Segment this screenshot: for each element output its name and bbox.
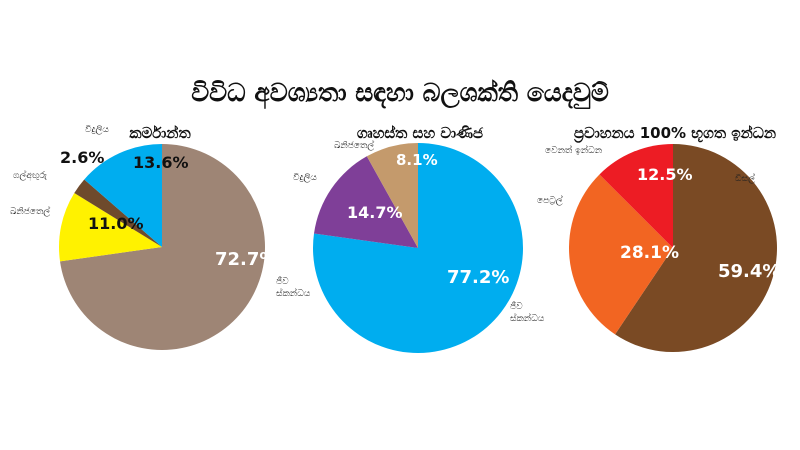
slice-value-label: 8.1% (396, 151, 438, 169)
pie-slice (568, 174, 673, 335)
slice-category-label: ගල්අඟුරු (13, 170, 47, 181)
pie-slice (84, 144, 162, 247)
slice-category-label: විදුලිය (293, 172, 317, 183)
slice-value-label: 2.6% (60, 148, 104, 167)
slice-value-label: 12.5% (637, 165, 693, 184)
slice-category-label: ජීව ස්කන්ධය (510, 301, 545, 324)
slice-value-label: 13.6% (133, 153, 189, 172)
pie-slice (615, 144, 777, 352)
slice-value-label: 14.7% (347, 203, 403, 222)
slice-category-label: පෙට්‍රල් (537, 195, 563, 206)
slice-category-label: වෙනත් ඉන්ධන (545, 145, 602, 156)
pie-chart-transport: 59.4% 28.1% 12.5% ඩීසල් පෙට්‍රල් වෙනත් ඉන්ධන (537, 144, 780, 352)
pie-chart-industry: 72.7% 11.0% 2.6% 13.6% ජීව ස්කන්ධය ඛනිජතෙල් ගල්… (10, 124, 311, 351)
chart-title-industry: කර්මාන්ත (129, 124, 191, 142)
chart-title-household-commercial: ගෘහස්ත සහ වාණිජ (356, 124, 484, 142)
slice-category-label: ඩීසල් (735, 173, 755, 184)
pie-slice (60, 144, 266, 351)
pie-slice (599, 144, 673, 248)
pie-slice (366, 143, 418, 248)
pie-slice (58, 192, 162, 262)
slice-value-label: 59.4% (718, 261, 780, 282)
slice-value-label: 11.0% (88, 214, 144, 233)
pie-slice (74, 179, 162, 247)
main-title: විවිධ අවශ්‍යතා සඳහා බලශක්ති යෙදවුම් (191, 78, 609, 107)
chart-title-transport: ප්‍රවාහනය 100% භූගත ඉන්ධන (573, 124, 777, 142)
slice-category-label: ජීව ස්කන්ධය (276, 276, 311, 299)
slice-category-label: විදුලිය (85, 124, 109, 135)
slice-value-label: 72.7% (215, 249, 277, 270)
slice-category-label: ඛනිජතෙල් (334, 140, 374, 151)
slice-value-label: 77.2% (447, 267, 509, 288)
pie-slice (314, 156, 418, 248)
pie-chart-household-commercial: 77.2% 14.7% 8.1% ජීව ස්කන්ධය විදුලිය ඛනිජතෙල් (293, 140, 545, 354)
slice-value-label: 28.1% (620, 243, 679, 263)
pie-slice (313, 143, 523, 354)
slice-category-label: ඛනිජතෙල් (10, 206, 50, 217)
